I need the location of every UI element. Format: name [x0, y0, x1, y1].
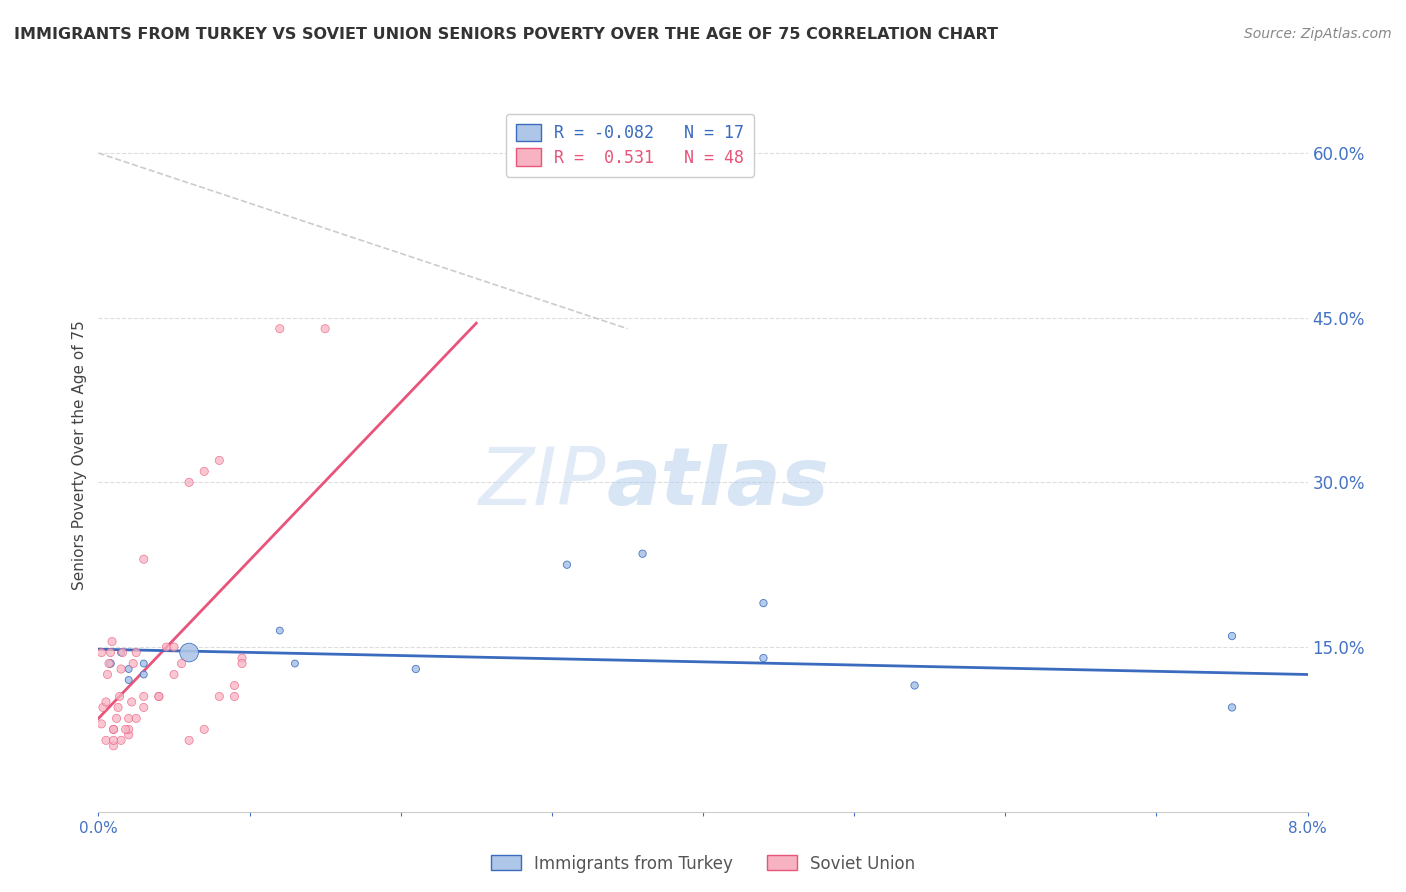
- Point: [98, 657, 121, 671]
- Point: [118, 711, 141, 725]
- Point: [555, 558, 578, 572]
- Point: [193, 723, 215, 737]
- Point: [752, 596, 775, 610]
- Point: [114, 723, 136, 737]
- Point: [163, 640, 186, 654]
- Point: [108, 690, 131, 704]
- Point: [231, 651, 253, 665]
- Point: [132, 667, 155, 681]
- Point: [132, 657, 155, 671]
- Point: [125, 711, 148, 725]
- Point: [193, 464, 215, 478]
- Point: [269, 321, 291, 335]
- Point: [100, 657, 122, 671]
- Point: [224, 678, 246, 692]
- Point: [91, 700, 114, 714]
- Point: [96, 667, 118, 681]
- Point: [170, 657, 193, 671]
- Point: [121, 695, 143, 709]
- Point: [224, 690, 246, 704]
- Point: [314, 321, 336, 335]
- Point: [118, 662, 141, 676]
- Point: [269, 624, 291, 638]
- Point: [103, 723, 125, 737]
- Text: ZIP: ZIP: [479, 444, 606, 523]
- Point: [90, 717, 112, 731]
- Point: [103, 723, 125, 737]
- Point: [179, 646, 201, 660]
- Point: [1220, 700, 1243, 714]
- Point: [110, 662, 132, 676]
- Text: Source: ZipAtlas.com: Source: ZipAtlas.com: [1244, 27, 1392, 41]
- Point: [132, 700, 155, 714]
- Point: [90, 646, 112, 660]
- Point: [752, 651, 775, 665]
- Point: [118, 723, 141, 737]
- Point: [122, 657, 145, 671]
- Point: [125, 646, 148, 660]
- Point: [111, 646, 134, 660]
- Point: [155, 640, 177, 654]
- Point: [103, 733, 125, 747]
- Point: [107, 700, 129, 714]
- Point: [148, 690, 170, 704]
- Point: [94, 695, 117, 709]
- Y-axis label: Seniors Poverty Over the Age of 75: Seniors Poverty Over the Age of 75: [72, 320, 87, 590]
- Point: [110, 646, 132, 660]
- Legend: Immigrants from Turkey, Soviet Union: Immigrants from Turkey, Soviet Union: [484, 848, 922, 880]
- Point: [103, 739, 125, 753]
- Point: [179, 475, 201, 490]
- Point: [904, 678, 927, 692]
- Point: [163, 667, 186, 681]
- Point: [118, 728, 141, 742]
- Point: [148, 690, 170, 704]
- Point: [179, 733, 201, 747]
- Point: [208, 453, 231, 467]
- Point: [132, 552, 155, 566]
- Point: [631, 547, 654, 561]
- Point: [101, 634, 124, 648]
- Point: [231, 657, 253, 671]
- Text: atlas: atlas: [606, 444, 830, 523]
- Point: [284, 657, 307, 671]
- Legend: R = -0.082   N = 17, R =  0.531   N = 48: R = -0.082 N = 17, R = 0.531 N = 48: [506, 113, 754, 177]
- Point: [100, 646, 122, 660]
- Point: [208, 690, 231, 704]
- Point: [105, 711, 128, 725]
- Point: [110, 733, 132, 747]
- Point: [118, 673, 141, 687]
- Point: [1220, 629, 1243, 643]
- Point: [132, 690, 155, 704]
- Point: [94, 733, 117, 747]
- Text: IMMIGRANTS FROM TURKEY VS SOVIET UNION SENIORS POVERTY OVER THE AGE OF 75 CORREL: IMMIGRANTS FROM TURKEY VS SOVIET UNION S…: [14, 27, 998, 42]
- Point: [405, 662, 427, 676]
